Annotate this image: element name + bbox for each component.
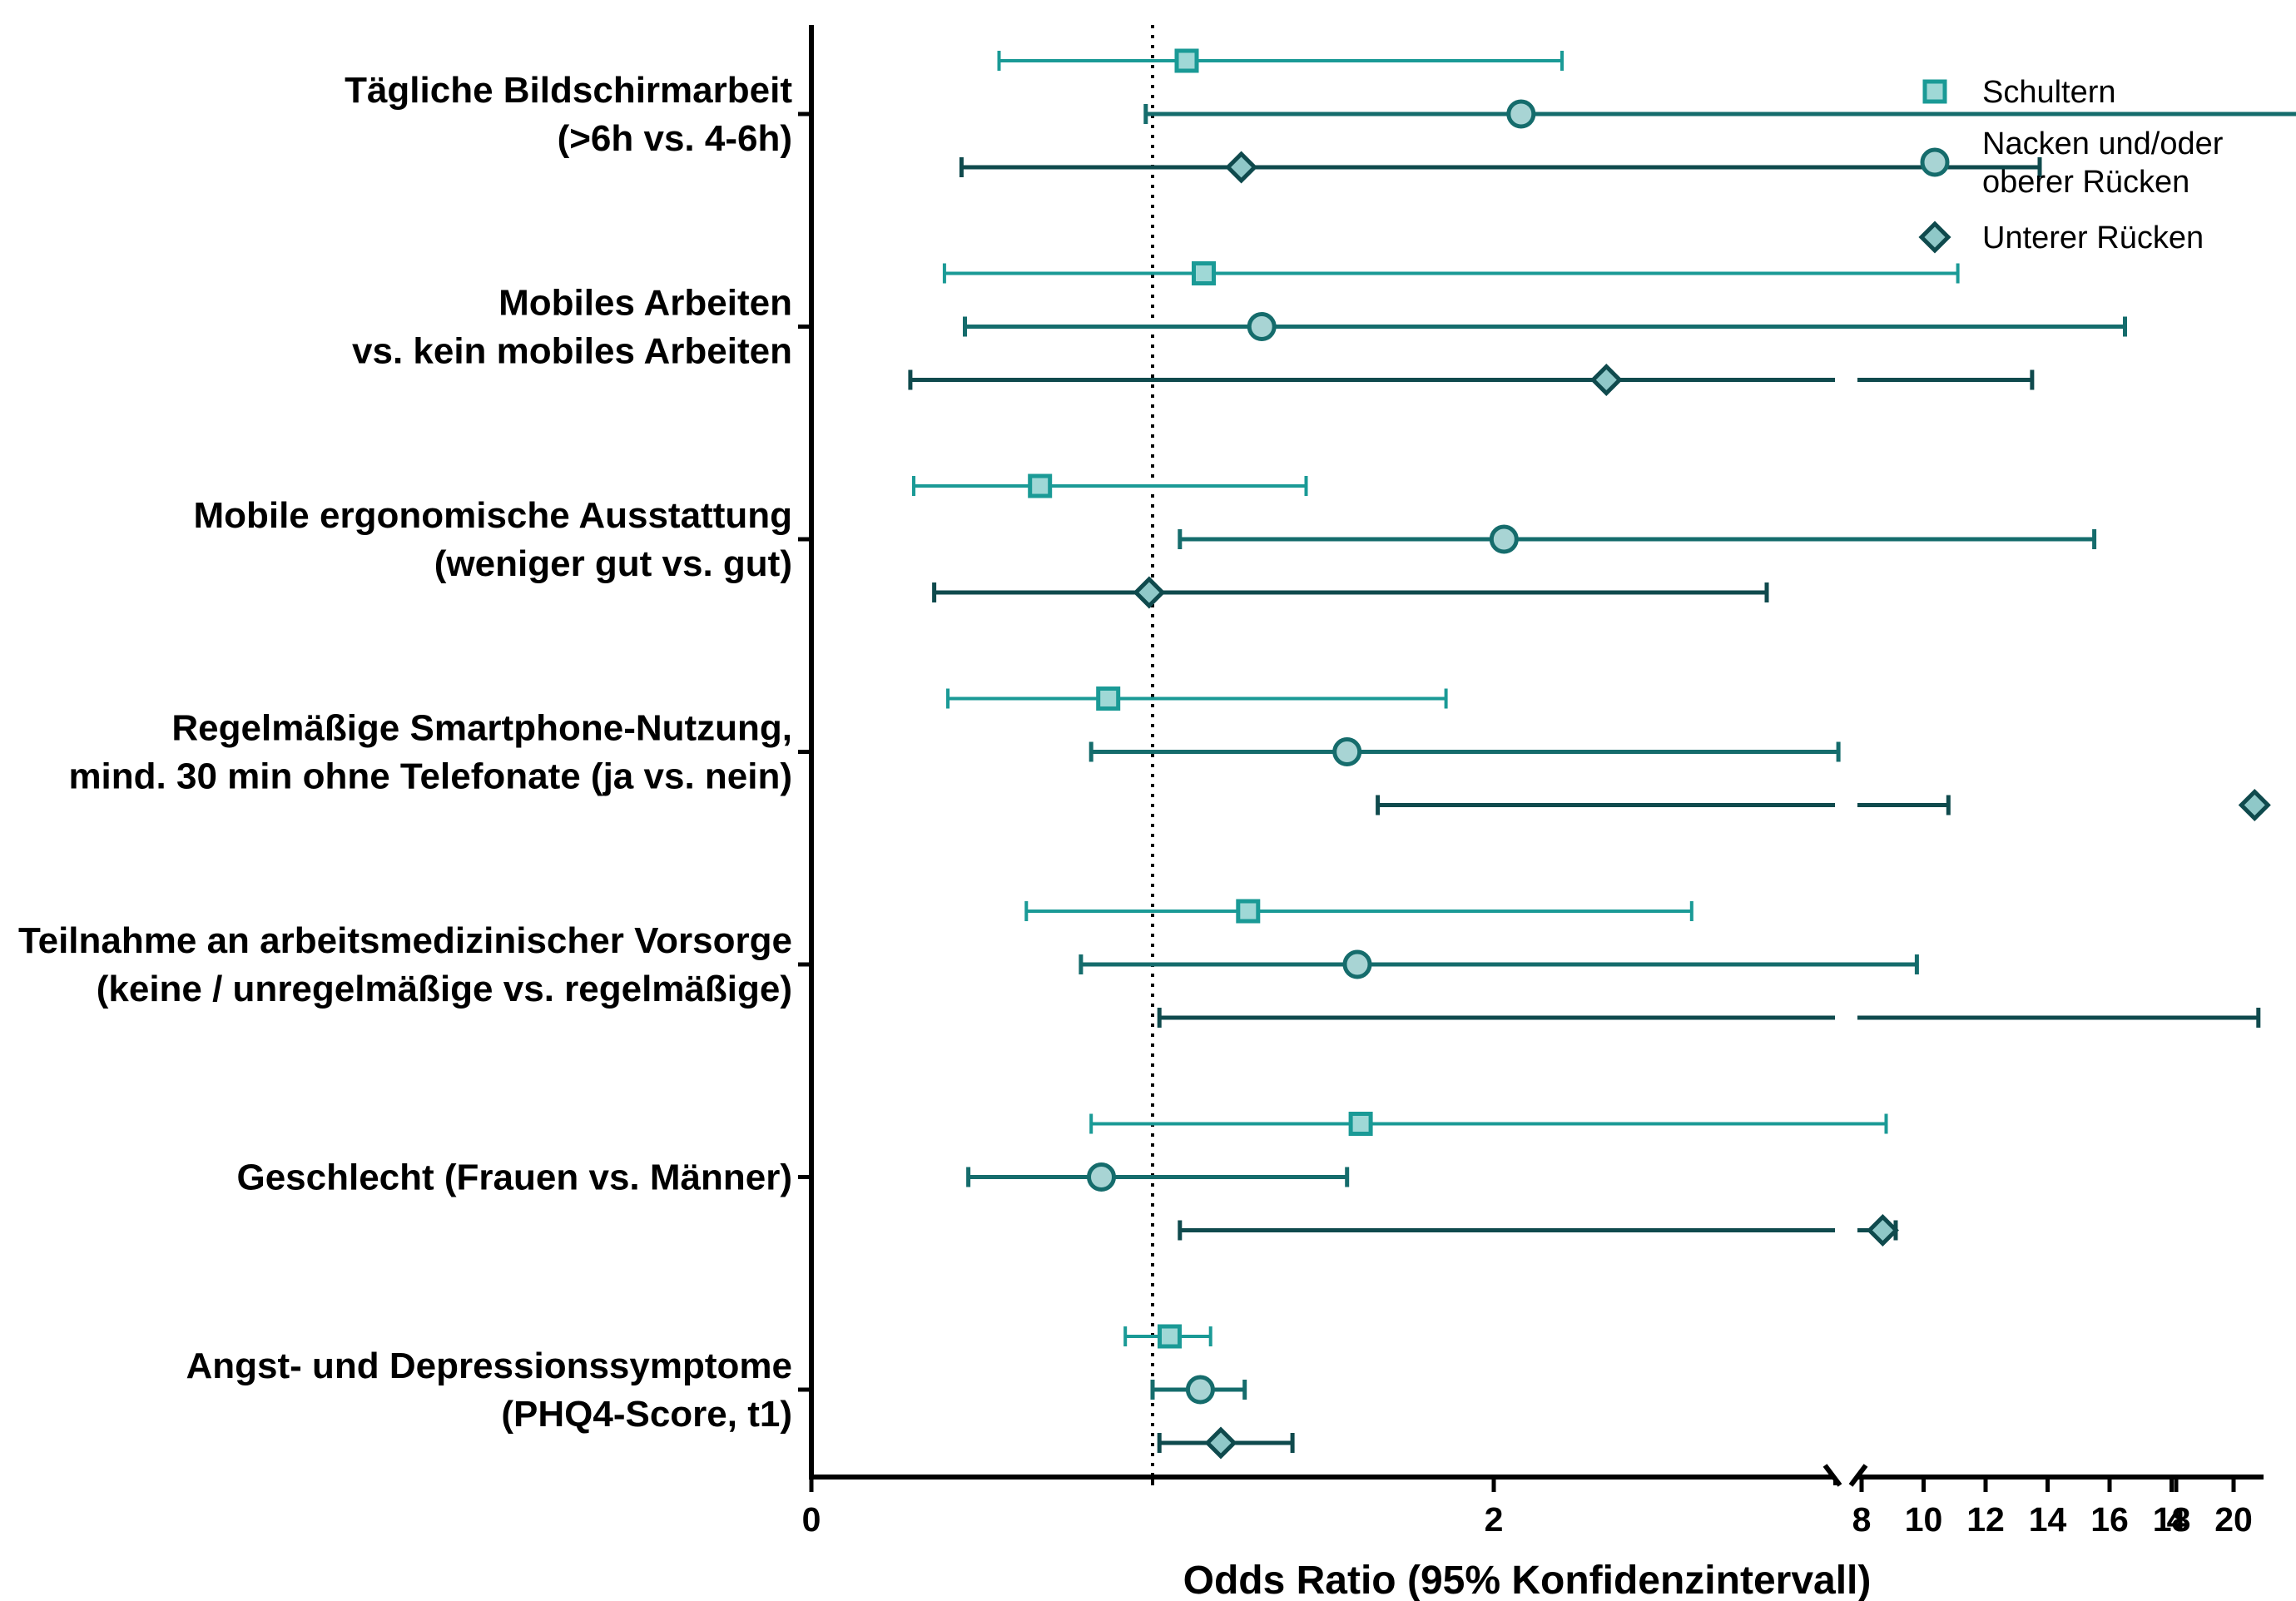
point-teilnahme-an-arbeitsmedizinischer-vorsorge-schultern [1236, 899, 1261, 924]
category-label-mobiles-arbeiten: Mobiles Arbeiten [498, 283, 792, 324]
legend-label-schultern: Schultern [1982, 75, 2116, 110]
category-label-tagliche-bildschirmarbeit: (>6h vs. 4-6h) [558, 118, 792, 159]
category-label-geschlecht-frauen-vs-manner: Geschlecht (Frauen vs. Männer) [236, 1157, 792, 1198]
legend-marker-unterer-rucken [1918, 221, 1951, 254]
confidence-interval-layer [908, 51, 2296, 1453]
point-geschlecht-frauen-vs-manner-unterer-rucken [1866, 1213, 1899, 1247]
axis-break-mark-left [1822, 1464, 1842, 1487]
point-mobiles-arbeiten-schultern [1192, 261, 1216, 285]
x-tick-label-4: 4 [2167, 1500, 2186, 1539]
category-label-mobile-ergonomische-ausstattung: Mobile ergonomische Ausstattung [193, 495, 792, 536]
point-tagliche-bildschirmarbeit-unterer-rucken [1225, 151, 1258, 184]
x-tick-label-0: 0 [802, 1500, 821, 1539]
legend-label-nacken-und-oder-oberer-rucken: oberer Rücken [1982, 165, 2189, 200]
axes [798, 25, 2264, 1492]
point-angst-und-depressionssymptome-schultern [1158, 1324, 1182, 1349]
category-label-mobile-ergonomische-ausstattung: (weniger gut vs. gut) [434, 543, 792, 584]
point-mobile-ergonomische-ausstattung-schultern [1028, 473, 1053, 498]
point-tagliche-bildschirmarbeit-schultern [1174, 48, 1199, 73]
x-tick-label-12: 12 [1966, 1500, 2005, 1539]
point-mobiles-arbeiten-unterer-rucken [1589, 363, 1623, 397]
category-labels: Tägliche Bildschirmarbeit (>6h vs. 4-6h) M… [18, 70, 792, 1435]
point-regelma-ige-smartphone-nutzung-unterer-rucken [2238, 788, 2271, 822]
x-tick-labels: 02468101214161820 [802, 1500, 2253, 1539]
category-label-teilnahme-an-arbeitsmedizinischer-vorsorge: Teilnahme an arbeitsmedizinischer Vorsor… [18, 920, 792, 961]
point-mobiles-arbeiten-nacken-und-oder-oberer-rucken [1247, 312, 1277, 341]
point-mobile-ergonomische-ausstattung-unterer-rucken [1133, 576, 1166, 609]
category-label-angst-und-depressionssymptome: (PHQ4-Score, t1) [501, 1394, 792, 1435]
x-tick-label-20: 20 [2214, 1500, 2253, 1539]
legend-label-nacken-und-oder-oberer-rucken: Nacken und/oder [1982, 126, 2224, 161]
point-mobile-ergonomische-ausstattung-nacken-und-oder-oberer-rucken [1489, 524, 1519, 554]
legend-marker-schultern [1922, 79, 1947, 104]
legend-marker-nacken-und-oder-oberer-rucken [1920, 147, 1950, 177]
x-axis-title: Odds Ratio (95% Konfidenzintervall) [1183, 1559, 1872, 1601]
point-angst-und-depressionssymptome-nacken-und-oder-oberer-rucken [1185, 1375, 1215, 1405]
point-regelma-ige-smartphone-nutzung-nacken-und-oder-oberer-rucken [1332, 737, 1362, 766]
point-geschlecht-frauen-vs-manner-nacken-und-oder-oberer-rucken [1087, 1162, 1116, 1192]
category-label-regelma-ige-smartphone-nutzung: mind. 30 min ohne Telefonate (ja vs. nei… [68, 756, 792, 797]
point-geschlecht-frauen-vs-manner-schultern [1348, 1112, 1373, 1136]
estimate-marker-layer [1028, 48, 2271, 1460]
point-tagliche-bildschirmarbeit-nacken-und-oder-oberer-rucken [1506, 99, 1536, 129]
x-tick-label-10: 10 [1905, 1500, 1943, 1539]
point-regelma-ige-smartphone-nutzung-schultern [1096, 686, 1121, 711]
x-tick-label-18: 18 [2153, 1500, 2191, 1539]
legend-label-unterer-rucken: Unterer Rücken [1982, 221, 2204, 255]
point-angst-und-depressionssymptome-unterer-rucken [1204, 1426, 1237, 1460]
x-tick-label-2: 2 [1485, 1500, 1504, 1539]
category-label-angst-und-depressionssymptome: Angst- und Depressionssymptome [186, 1346, 792, 1386]
point-teilnahme-an-arbeitsmedizinischer-vorsorge-nacken-und-oder-oberer-rucken [1342, 949, 1372, 979]
category-label-regelma-ige-smartphone-nutzung: Regelmäßige Smartphone-Nutzung, [171, 708, 792, 749]
category-label-teilnahme-an-arbeitsmedizinischer-vorsorge: (keine / unregelmäßige vs. regelmäßige) [97, 969, 792, 1009]
x-tick-label-8: 8 [1852, 1500, 1872, 1539]
category-label-tagliche-bildschirmarbeit: Tägliche Bildschirmarbeit [345, 70, 792, 111]
category-label-mobiles-arbeiten: vs. kein mobiles Arbeiten [352, 331, 792, 372]
axis-break-mark-right [1848, 1464, 1868, 1487]
x-tick-label-14: 14 [2029, 1500, 2067, 1539]
x-tick-label-16: 16 [2090, 1500, 2129, 1539]
legend: Schultern Nacken und/oder oberer Rücken Unt… [1918, 75, 2224, 255]
